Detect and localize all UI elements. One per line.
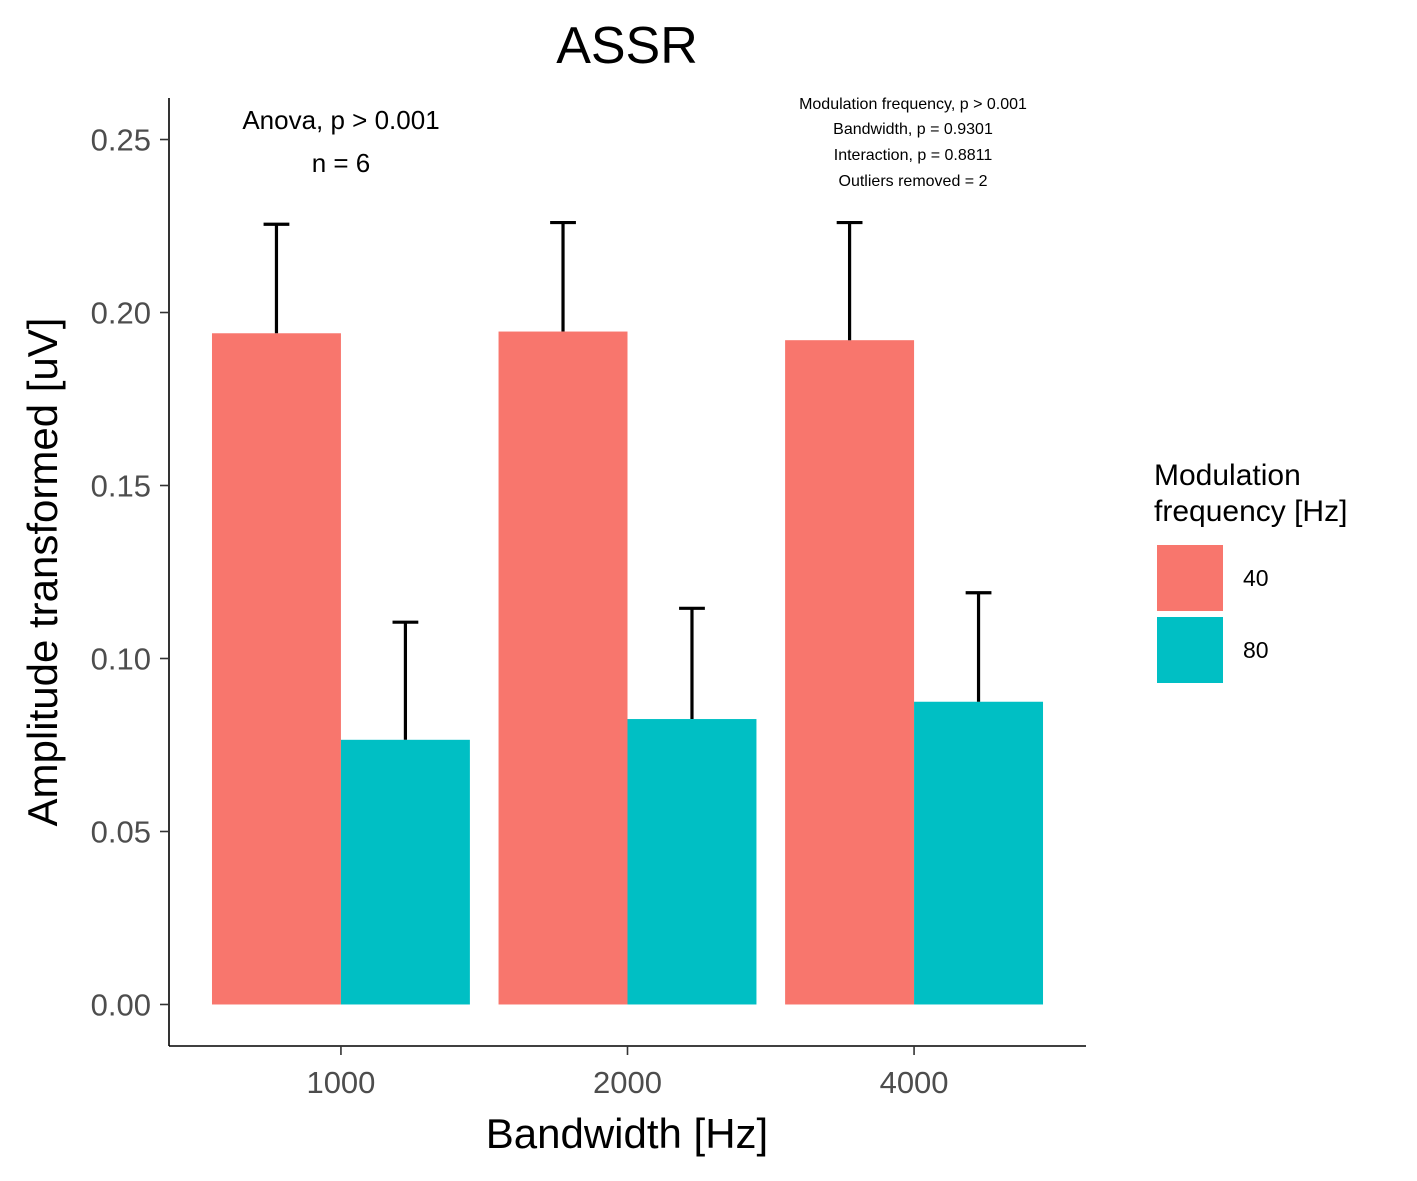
error-bar-2000-40 [550, 220, 576, 332]
legend-title-line-1: Modulation [1154, 459, 1301, 492]
legend-items: 40 80 [1157, 545, 1269, 683]
y-tick-label: 0.10 [91, 641, 151, 676]
annotation-left: Anova, p > 0.001 n = 6 [242, 105, 439, 178]
error-bar-2000-80 [679, 606, 705, 720]
x-tick-label: 2000 [593, 1065, 662, 1100]
x-tick-label: 1000 [306, 1065, 375, 1100]
y-tick-label: 0.00 [91, 987, 151, 1022]
x-axis-ticks: 1000 2000 4000 [306, 1046, 949, 1100]
annotation-right: Modulation frequency, p > 0.001 Bandwidt… [799, 96, 1027, 190]
error-bar-4000-40 [836, 220, 863, 341]
annotation-bandwidth: Bandwidth, p = 0.9301 [833, 121, 993, 138]
legend-label-40: 40 [1243, 565, 1269, 591]
error-bar-4000-80 [965, 591, 992, 702]
bar-1000-80 [340, 739, 470, 1005]
bar-2000-80 [627, 719, 757, 1005]
y-tick-label: 0.05 [91, 814, 151, 849]
errorbars-layer [263, 220, 992, 740]
legend-title-line-2: frequency [Hz] [1154, 495, 1347, 528]
bars-layer [211, 331, 1044, 1005]
annotation-modulation-frequency: Modulation frequency, p > 0.001 [799, 96, 1027, 113]
bar-4000-80 [914, 701, 1044, 1005]
annotation-n: n = 6 [312, 148, 371, 178]
x-axis-title: Bandwidth [Hz] [486, 1110, 768, 1157]
y-axis-title: Amplitude transformed [uV] [19, 318, 66, 827]
y-tick-label: 0.15 [91, 469, 151, 504]
legend: Modulation frequency [Hz] 40 80 [1154, 459, 1347, 683]
error-bar-1000-40 [263, 222, 290, 334]
chart-title: ASSR [556, 17, 698, 75]
y-tick-label: 0.20 [91, 296, 151, 331]
annotation-outliers: Outliers removed = 2 [839, 173, 988, 190]
annotation-interaction: Interaction, p = 0.8811 [834, 147, 993, 164]
legend-key-40 [1157, 545, 1223, 611]
annotation-anova: Anova, p > 0.001 [242, 105, 439, 135]
bar-2000-40 [498, 331, 628, 1005]
y-tick-label: 0.25 [91, 123, 151, 158]
bar-1000-40 [211, 333, 341, 1005]
legend-label-80: 80 [1243, 637, 1269, 663]
legend-key-80 [1157, 617, 1223, 683]
error-bar-1000-80 [392, 620, 419, 740]
y-axis-ticks: 0.00 0.05 0.10 0.15 0.20 0.25 [91, 123, 169, 1022]
x-tick-label: 4000 [880, 1065, 949, 1100]
bar-4000-40 [785, 340, 915, 1005]
